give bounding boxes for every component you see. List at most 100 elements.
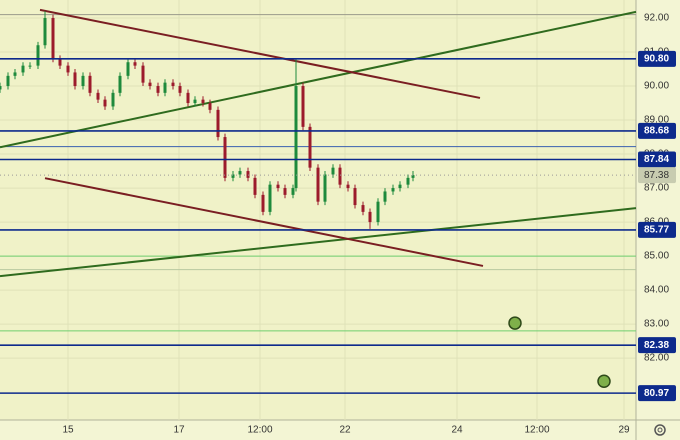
candle-body: [118, 75, 122, 93]
x-tick-label: 12:00: [524, 425, 549, 436]
level-box: [638, 50, 676, 67]
candle-body: [186, 92, 190, 104]
y-tick-label: 84.00: [644, 285, 669, 296]
candle-body: [171, 82, 175, 87]
level-label: 90.80: [638, 50, 676, 67]
level-box: [638, 385, 676, 402]
y-tick-label: 87.00: [644, 183, 669, 194]
candle-body: [353, 188, 357, 206]
candle-body: [383, 191, 387, 202]
candle-body: [36, 45, 40, 66]
candle-body: [201, 99, 205, 104]
trend-line: [39, 8, 481, 99]
level-text: 88.68: [644, 126, 669, 137]
level-box: [638, 122, 676, 139]
candle-body: [6, 75, 10, 87]
level-text: 82.38: [644, 340, 669, 351]
candle-body: [323, 174, 327, 202]
marker: [508, 316, 522, 330]
candle-body: [21, 65, 25, 73]
last-price-box: [638, 167, 676, 184]
candle-body: [276, 184, 280, 189]
candle-body: [253, 177, 257, 195]
marker: [597, 374, 611, 388]
candle-body: [406, 177, 410, 185]
level-label: 82.38: [638, 337, 676, 354]
candle-body: [28, 65, 32, 67]
candle-body: [216, 109, 220, 138]
candle-body: [73, 72, 77, 87]
level-label: 87.84: [638, 151, 676, 168]
candle-body: [231, 174, 235, 178]
x-tick-label: 29: [618, 425, 630, 436]
last-price-label: 87.38: [644, 170, 669, 181]
x-tick-label: 12:00: [247, 425, 272, 436]
time-axis: [0, 420, 680, 440]
candle-body: [141, 65, 145, 83]
y-tick-label: 90.00: [644, 81, 669, 92]
candle-body: [66, 65, 70, 73]
candle-body: [43, 18, 47, 46]
candle-body: [223, 137, 227, 178]
level-box: [638, 151, 676, 168]
candle-body: [346, 184, 350, 189]
level-label: 80.97: [638, 385, 676, 402]
candle-body: [376, 201, 380, 223]
trend-line: [0, 10, 637, 149]
candle-body: [103, 99, 107, 107]
candle-body: [81, 75, 85, 87]
candle-body: [193, 99, 197, 104]
x-tick-label: 22: [339, 425, 351, 436]
candle-body: [156, 86, 160, 93]
candle-body: [88, 75, 92, 93]
candle-body: [96, 92, 100, 100]
candle-body: [178, 86, 182, 93]
level-box: [638, 221, 676, 238]
level-text: 80.97: [644, 388, 669, 399]
trend-line: [44, 177, 484, 267]
y-tick-label: 89.00: [644, 115, 669, 126]
candle-body: [268, 184, 272, 212]
x-tick-label: 17: [173, 425, 185, 436]
candle-body: [148, 82, 152, 87]
candle-body: [0, 86, 2, 90]
candle-body: [291, 188, 295, 195]
candle-body: [411, 175, 415, 178]
candle-body: [398, 184, 402, 189]
candle-body: [13, 72, 17, 76]
candle-body: [308, 126, 312, 168]
level-label: 88.68: [638, 122, 676, 139]
candle-body: [51, 18, 55, 59]
y-tick-label: 92.00: [644, 13, 669, 24]
candle-body: [261, 194, 265, 212]
y-tick-label: 83.00: [644, 319, 669, 330]
level-text: 87.84: [644, 154, 669, 165]
candle-body: [133, 62, 137, 66]
candle-body: [111, 92, 115, 107]
candle-body: [301, 86, 305, 127]
candle-body: [126, 62, 130, 76]
candle-body: [294, 86, 298, 189]
x-tick-label: 24: [451, 425, 463, 436]
level-box: [638, 337, 676, 354]
candle-body: [361, 205, 365, 212]
candle-body: [391, 188, 395, 192]
x-tick-label: 15: [62, 425, 74, 436]
candle-body: [338, 167, 342, 185]
candle-body: [368, 211, 372, 223]
candle-body: [316, 167, 320, 202]
candle-body: [208, 103, 212, 110]
candle-body: [163, 82, 167, 93]
y-tick-label: 85.00: [644, 251, 669, 262]
candle-body: [283, 188, 287, 195]
level-label: 85.77: [638, 221, 676, 238]
candle-body: [238, 171, 242, 175]
settings-icon[interactable]: [654, 424, 666, 436]
trend-line: [0, 207, 637, 278]
candle-body: [58, 58, 62, 66]
candle-body: [246, 171, 250, 178]
level-text: 90.80: [644, 53, 669, 64]
candle-body: [331, 167, 335, 175]
